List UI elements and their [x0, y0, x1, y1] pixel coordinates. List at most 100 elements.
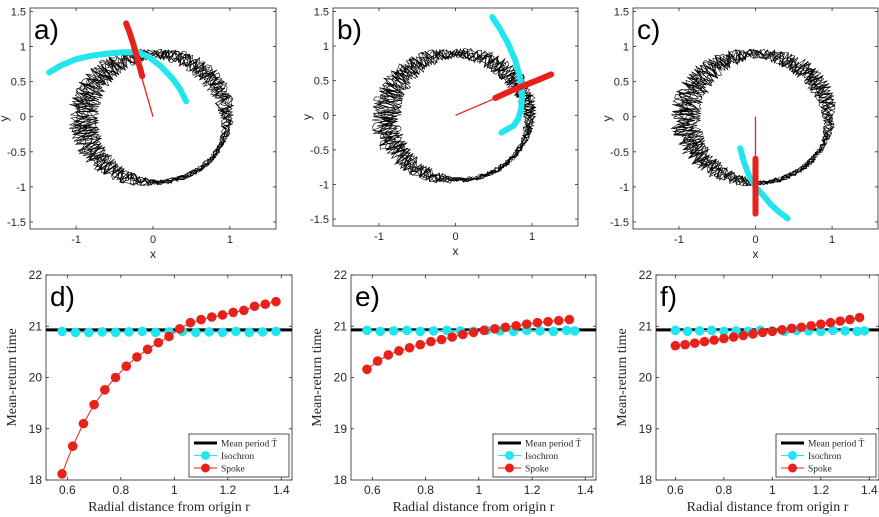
panel-label: b) — [337, 14, 362, 45]
y-tick-label: -1 — [619, 182, 629, 194]
spoke-point — [777, 325, 787, 335]
spoke-point — [468, 327, 479, 338]
isochron-point — [217, 327, 228, 338]
isochron-point — [97, 327, 107, 337]
isochron-point — [190, 327, 201, 338]
isochron-point — [682, 326, 693, 337]
isochron-point — [719, 326, 729, 337]
y-tick-label: 20 — [639, 371, 653, 385]
y-tick-label: 0 — [623, 112, 629, 124]
spoke-point — [511, 320, 521, 331]
spoke-point — [78, 418, 89, 429]
isochron-point — [388, 326, 399, 336]
x-tick-label: -1 — [374, 231, 384, 243]
spoke-point — [767, 326, 778, 337]
y-tick-label: 0 — [20, 112, 26, 124]
spoke-point — [185, 317, 196, 328]
panel-d: 0.6 0.8 1 1.2 1.4 18 19 20 21 22 Radial distance f… — [5, 268, 293, 515]
plot-area — [351, 314, 596, 375]
spoke-point — [436, 334, 447, 345]
panel-label: d) — [50, 281, 75, 312]
isochron-point — [244, 327, 255, 338]
x-tick-label: 1.4 — [861, 483, 878, 497]
x-tick-label: 1.2 — [812, 483, 829, 497]
isochron-point — [428, 326, 439, 336]
spoke-point — [228, 307, 238, 318]
y-tick-label: 22 — [29, 268, 43, 282]
isochron-point — [137, 326, 148, 337]
plot-area — [670, 48, 836, 222]
isochron-point — [57, 326, 67, 337]
isochron-point — [535, 326, 545, 336]
isochron-point — [150, 327, 161, 338]
x-tick-label: 0 — [150, 234, 156, 246]
spoke-point — [825, 317, 836, 328]
x-tick-label: -1 — [71, 234, 81, 246]
isochron-point — [257, 327, 268, 337]
x-tick-label: 1 — [475, 483, 482, 497]
spoke-point — [564, 314, 575, 325]
isochron-curve — [737, 145, 791, 222]
isochron-curve — [46, 49, 190, 105]
isochron-point — [694, 326, 705, 336]
legend-marker — [788, 463, 797, 473]
y-tick-label: -0.5 — [310, 145, 329, 157]
panel-label: f) — [660, 281, 677, 312]
panel-label: a) — [34, 14, 59, 45]
isochron-point — [204, 327, 214, 337]
y-tick-label: 18 — [29, 473, 43, 487]
y-axis-label: Mean-return time — [615, 328, 630, 426]
limit-cycle-trajectory — [68, 48, 235, 187]
legend: Mean period T̄ Isochron Spoke — [188, 433, 290, 478]
legend: Mean period T̄ Isochron Spoke — [492, 433, 594, 478]
legend-marker — [201, 451, 210, 460]
spoke-point — [383, 350, 394, 360]
spoke-radius-line — [125, 23, 154, 117]
spoke-point — [806, 320, 816, 331]
spoke-radius-line — [455, 73, 552, 116]
legend-label: Isochron — [525, 452, 558, 462]
spoke-point — [132, 352, 142, 362]
isochron-point — [362, 325, 372, 336]
x-tick-label: 0.6 — [667, 483, 684, 497]
y-tick-label: 0.5 — [314, 76, 329, 88]
y-axis-label: y — [0, 116, 11, 122]
y-tick-label: 19 — [334, 422, 348, 436]
isochron-point — [706, 325, 717, 336]
limit-cycle-trajectory — [371, 47, 537, 184]
x-tick-label: 1.2 — [219, 483, 236, 497]
spoke-point — [110, 372, 121, 383]
y-tick-label: -1 — [16, 182, 26, 194]
y-tick-label: 20 — [334, 371, 348, 385]
x-tick-label: 1 — [769, 483, 776, 497]
spoke-point — [490, 324, 500, 334]
y-tick-label: 1.5 — [314, 6, 329, 18]
y-tick-label: 19 — [29, 422, 43, 436]
x-tick-label: 1.2 — [524, 483, 541, 497]
x-tick-label: 0.8 — [716, 483, 733, 497]
spoke-point — [362, 364, 372, 375]
spoke-point — [447, 332, 457, 342]
legend-marker — [505, 451, 514, 460]
y-tick-label: 22 — [639, 268, 653, 282]
x-axis-label: Radial distance from origin r — [687, 500, 849, 515]
isochron-point — [548, 326, 559, 337]
legend-marker — [201, 463, 210, 473]
y-axis-label: Mean-return time — [310, 328, 325, 426]
isochron-point — [670, 325, 681, 336]
isochron-point — [124, 327, 134, 337]
plot-area — [46, 20, 235, 187]
x-tick-label: 1 — [227, 234, 233, 246]
y-axis-label: y — [300, 114, 314, 120]
x-tick-label: 0.8 — [417, 483, 434, 497]
spoke-point — [260, 299, 271, 310]
spoke-point — [845, 314, 855, 325]
isochron-point — [415, 326, 426, 337]
spoke-point — [796, 322, 807, 333]
spoke-point — [479, 325, 489, 336]
spoke-point — [553, 315, 564, 326]
y-tick-label: -1.5 — [7, 217, 26, 229]
spoke-point — [153, 337, 164, 348]
spoke-point — [239, 305, 249, 316]
spoke-point — [57, 469, 67, 479]
